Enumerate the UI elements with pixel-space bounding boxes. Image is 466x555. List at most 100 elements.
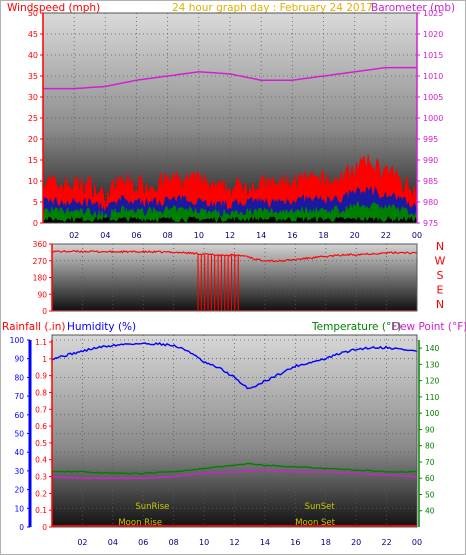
temperature-x-tick-label: 20 (351, 538, 361, 547)
temperature-ticks: 40 50 60 70 80 90 100 110 120 130 140 (419, 344, 440, 516)
barometer-right-tick-label: 1000 (423, 114, 443, 123)
humidity-tick-label: 40 (14, 448, 24, 457)
wind-x-tick-label: 12 (225, 231, 235, 240)
compass-label: N (436, 298, 444, 311)
humidity-tick-label: 50 (14, 430, 24, 439)
wind-x-tick-label: 08 (163, 231, 173, 240)
barometer-right-tick-label: 1015 (423, 51, 443, 60)
barometer-right-ticks: 975 980 985 990 995 1000 1005 1010 1015 1020 1025 (417, 9, 443, 228)
wind-x-tick-label: 10 (194, 231, 204, 240)
rainfall-ticks: 0 0.1 0.2 0.3 0.4 0.5 0.6 0.7 0.8 0.9 1 1.1 (35, 338, 52, 532)
temperature-tick-label: 80 (425, 442, 435, 451)
compass-label: E (437, 284, 444, 297)
wind-left-tick-label: 30 (28, 93, 38, 102)
direction-left-tick-label: 90 (37, 290, 47, 299)
wind-x-tick-label: 14 (256, 231, 266, 240)
direction-left-tick-label: 180 (33, 274, 48, 283)
wind-left-tick-label: 15 (28, 156, 38, 165)
temperature-x-tick-label: 10 (199, 538, 209, 547)
humidity-tick-label: 20 (14, 486, 24, 495)
temperature-tick-label: 110 (425, 393, 440, 402)
direction-left-ticks: 0 90 180 270 360 (33, 240, 52, 316)
wind-left-tick-label: 40 (28, 51, 38, 60)
temperature-line (51, 462, 418, 475)
barometer-right-tick-label: 985 (423, 177, 438, 186)
wind-left-tick-label: 35 (28, 72, 38, 81)
direction-left-tick-label: 360 (33, 240, 48, 249)
rainfall-tick-label: 0.5 (35, 439, 47, 448)
temperature-x-tick-label: 04 (108, 538, 118, 547)
compass-label: W (435, 255, 446, 268)
temperature-x-tick-label: 12 (229, 538, 239, 547)
wind-x-tick-label: 18 (318, 231, 328, 240)
compass-label: N (436, 240, 444, 253)
wind-left-tick-label: 50 (28, 9, 38, 18)
temperature-x-tick-label: 22 (381, 538, 391, 547)
humidity-tick-label: 10 (14, 504, 24, 513)
wind-x-tick-label: 02 (69, 231, 79, 240)
temperature-tick-label: 90 (425, 425, 435, 434)
barometer-right-tick-label: 1010 (423, 72, 443, 81)
rainfall-title: Rainfall (.in) (2, 321, 65, 333)
wind-x-tick-label: 22 (381, 231, 391, 240)
temperature-tick-label: 40 (425, 507, 435, 516)
wind-left-tick-label: 45 (28, 30, 38, 39)
temperature-x-tick-label: 08 (169, 538, 179, 547)
rainfall-tick-label: 0.6 (35, 422, 47, 431)
windspeed-calm-area (42, 215, 418, 224)
moon-set-label: Moon Set (295, 518, 335, 528)
barometer-right-tick-label: 1005 (423, 93, 443, 102)
wind-x-tick-label: 20 (350, 231, 360, 240)
wind-left-ticks: 0 5 10 15 20 25 30 35 40 45 50 (28, 9, 43, 228)
wind-x-tick-label: 16 (287, 231, 297, 240)
rainfall-tick-label: 0.9 (35, 372, 47, 381)
barometer-right-tick-label: 1025 (423, 9, 443, 18)
wind-left-tick-label: 20 (28, 135, 38, 144)
barometer-right-tick-label: 990 (423, 156, 438, 165)
temperature-tick-label: 130 (425, 360, 440, 369)
humidity-tick-label: 100 (10, 336, 25, 345)
wind-x-tick-label: 00 (412, 231, 422, 240)
temperature-x-tick-label: 16 (290, 538, 300, 547)
direction-left-tick-label: 270 (33, 257, 48, 266)
barometer-right-tick-label: 1020 (423, 30, 443, 39)
wind-left-tick-label: 0 (33, 219, 38, 228)
dewpoint-title: Dew Point (°F) (392, 321, 466, 333)
temperature-series (51, 342, 418, 527)
temperature-x-tick-label: 02 (77, 538, 87, 547)
humidity-tick-label: 60 (14, 411, 24, 420)
wind-left-tick-label: 25 (28, 114, 38, 123)
temperature-tick-label: 60 (425, 474, 435, 483)
rainfall-tick-label: 0.7 (35, 405, 47, 414)
direction-calm-spikes (197, 255, 239, 311)
graph-date-title: 24 hour graph day : February 24 2017 (172, 2, 373, 14)
wind-left-tick-label: 10 (28, 177, 38, 186)
rainfall-tick-label: 0.4 (35, 456, 47, 465)
humidity-tick-label: 30 (14, 467, 24, 476)
rainfall-tick-label: 0 (42, 523, 47, 532)
wind-x-tick-label: 06 (131, 231, 141, 240)
sunrise-label: SunRise (135, 502, 169, 512)
rainfall-tick-label: 0.1 (35, 506, 47, 515)
temperature-x-tick-label: 18 (321, 538, 331, 547)
windspeed-title: Windspeed (mph) (7, 2, 100, 14)
barometer-right-tick-label: 980 (423, 198, 438, 207)
temperature-tick-label: 120 (425, 377, 440, 386)
wind-left-tick-label: 5 (33, 198, 38, 207)
sun-moon-annotations: SunRise SunSet Moon Rise Moon Set (118, 502, 335, 528)
humidity-tick-label: 80 (14, 373, 24, 382)
wind-series (42, 66, 418, 224)
humidity-ticks: 0 10 20 30 40 50 60 70 80 90 100 (10, 336, 30, 532)
rainfall-tick-label: 0.8 (35, 388, 47, 397)
temperature-x-tick-label: 14 (260, 538, 270, 547)
wind-x-ticks: 02 04 06 08 10 12 14 16 18 20 22 00 (69, 231, 422, 240)
temperature-tick-label: 100 (425, 409, 440, 418)
rainfall-tick-label: 0.2 (35, 489, 47, 498)
barometer-right-tick-label: 975 (423, 219, 438, 228)
rainfall-tick-label: 1.1 (35, 338, 47, 347)
barometer-right-tick-label: 995 (423, 135, 438, 144)
rainfall-tick-label: 1 (42, 355, 47, 364)
